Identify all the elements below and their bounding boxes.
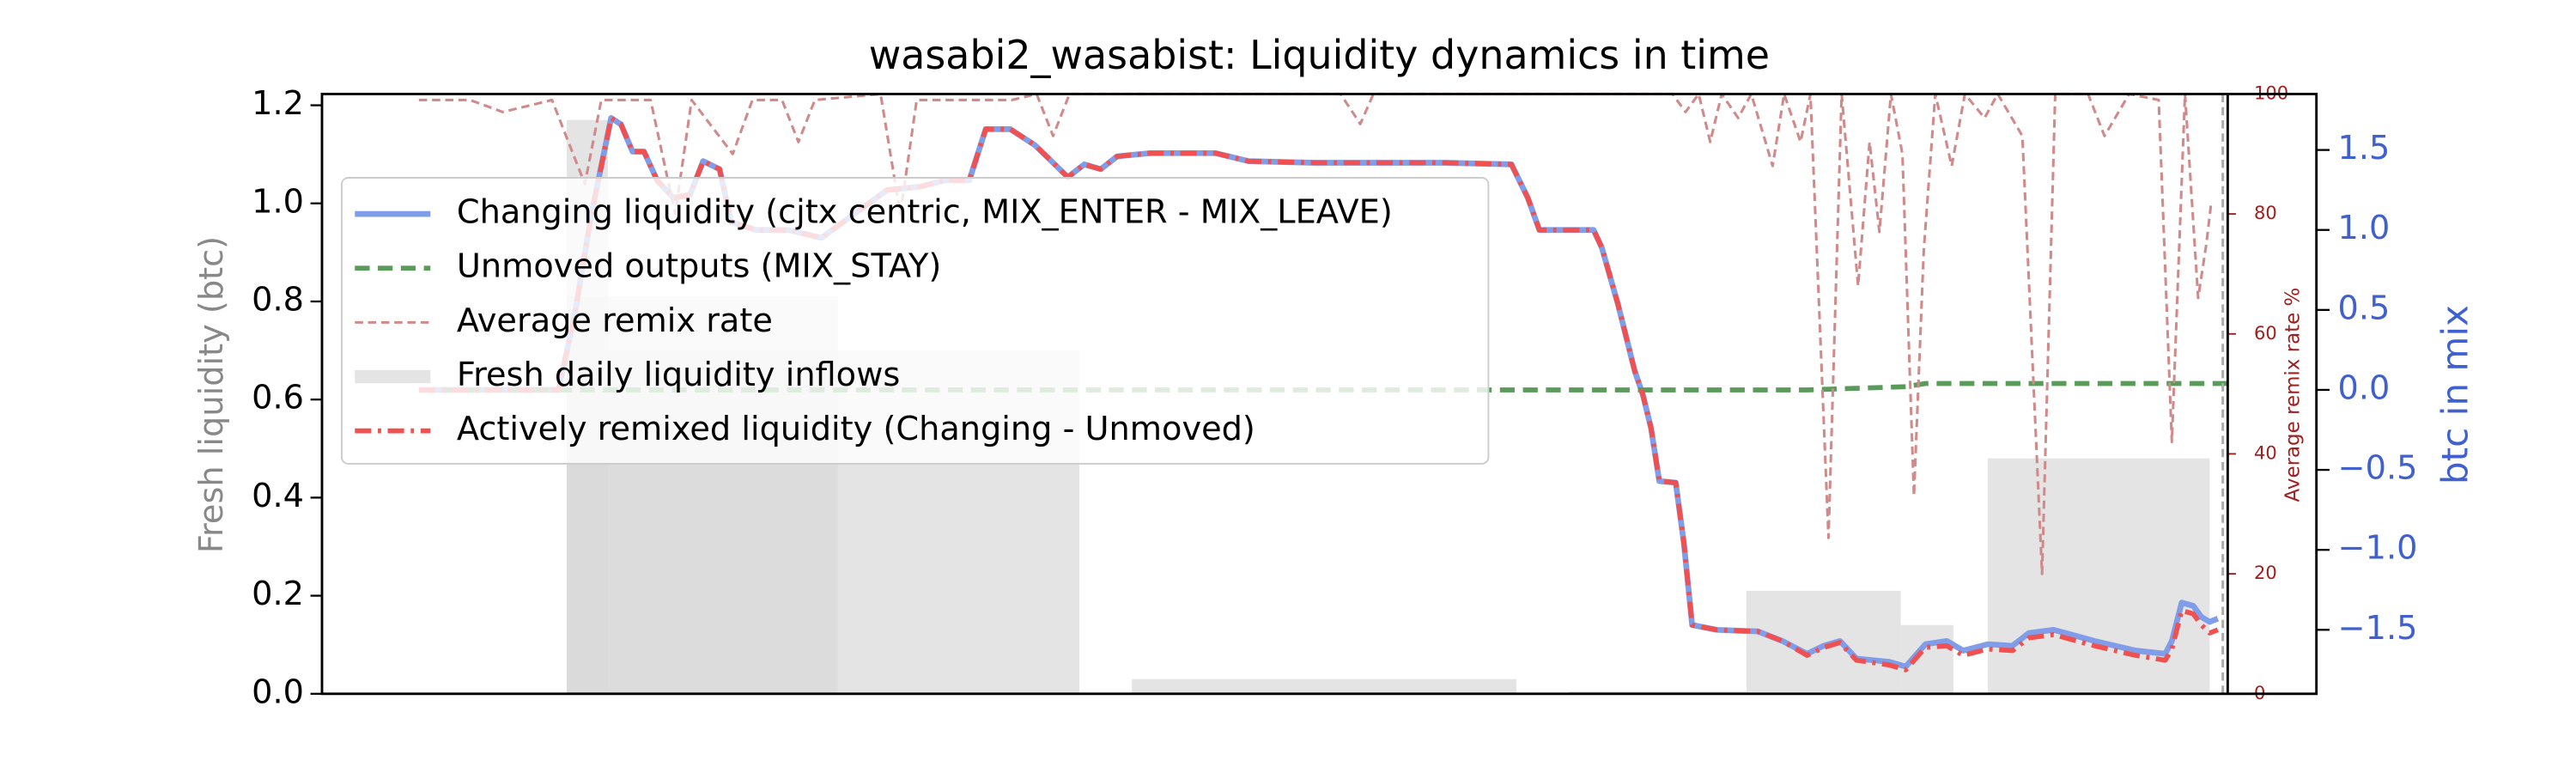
y-tick-label: 0.4 [252, 477, 304, 515]
legend-label: Actively remixed liquidity (Changing - U… [457, 410, 1255, 448]
y-tick-label: 0.2 [252, 575, 304, 613]
y3-tick-label: 40 [2254, 441, 2277, 463]
y2-tick-label: −0.5 [2338, 449, 2418, 488]
bar [1988, 458, 2210, 694]
bar [1132, 679, 1516, 694]
plot-frame [320, 93, 2318, 696]
line-series [418, 380, 2228, 393]
y3-tick-label: 0 [2254, 682, 2265, 703]
y-tick-label: 0.6 [252, 379, 304, 417]
y-tick-label: 0.8 [252, 280, 304, 319]
legend-box [341, 177, 1490, 465]
y2-tick-label: 0.0 [2338, 368, 2391, 407]
legend-swatch [355, 369, 431, 384]
y-axis-label: Fresh liquidity (btc) [192, 236, 231, 553]
y-tick-label: 1.2 [252, 84, 304, 123]
y2-tick-label: 1.0 [2338, 209, 2391, 247]
y3-tick-label: 80 [2254, 202, 2277, 223]
y2-tick-label: 0.5 [2338, 289, 2391, 327]
y-tick-label: 1.0 [252, 182, 304, 221]
y2-tick-label: −1.0 [2338, 529, 2418, 568]
bar [1746, 590, 1901, 694]
y2-axis-label: btc in mix [2434, 305, 2476, 484]
line-series [418, 92, 2213, 575]
y2-tick-label: 1.5 [2338, 129, 2391, 167]
chart-title: wasabi2_wasabist: Liquidity dynamics in … [869, 32, 1770, 78]
legend-label: Fresh daily liquidity inflows [457, 356, 900, 394]
legend: Changing liquidity (cjtx centric, MIX_EN… [341, 177, 1490, 465]
y3-axis-label: Average remix rate % [2281, 288, 2304, 502]
y-tick-label: 0.0 [252, 673, 304, 711]
y3-tick-label: 60 [2254, 322, 2277, 344]
y3-tick-label: 100 [2254, 82, 2288, 103]
line-series [418, 115, 2219, 673]
y2-tick-label: −1.5 [2338, 609, 2418, 648]
y3-tick-label: 20 [2254, 562, 2277, 583]
legend-label: Average remix rate [457, 301, 773, 340]
legend-label: Unmoved outputs (MIX_STAY) [457, 247, 941, 286]
legend-label: Changing liquidity (cjtx centric, MIX_EN… [457, 193, 1393, 232]
